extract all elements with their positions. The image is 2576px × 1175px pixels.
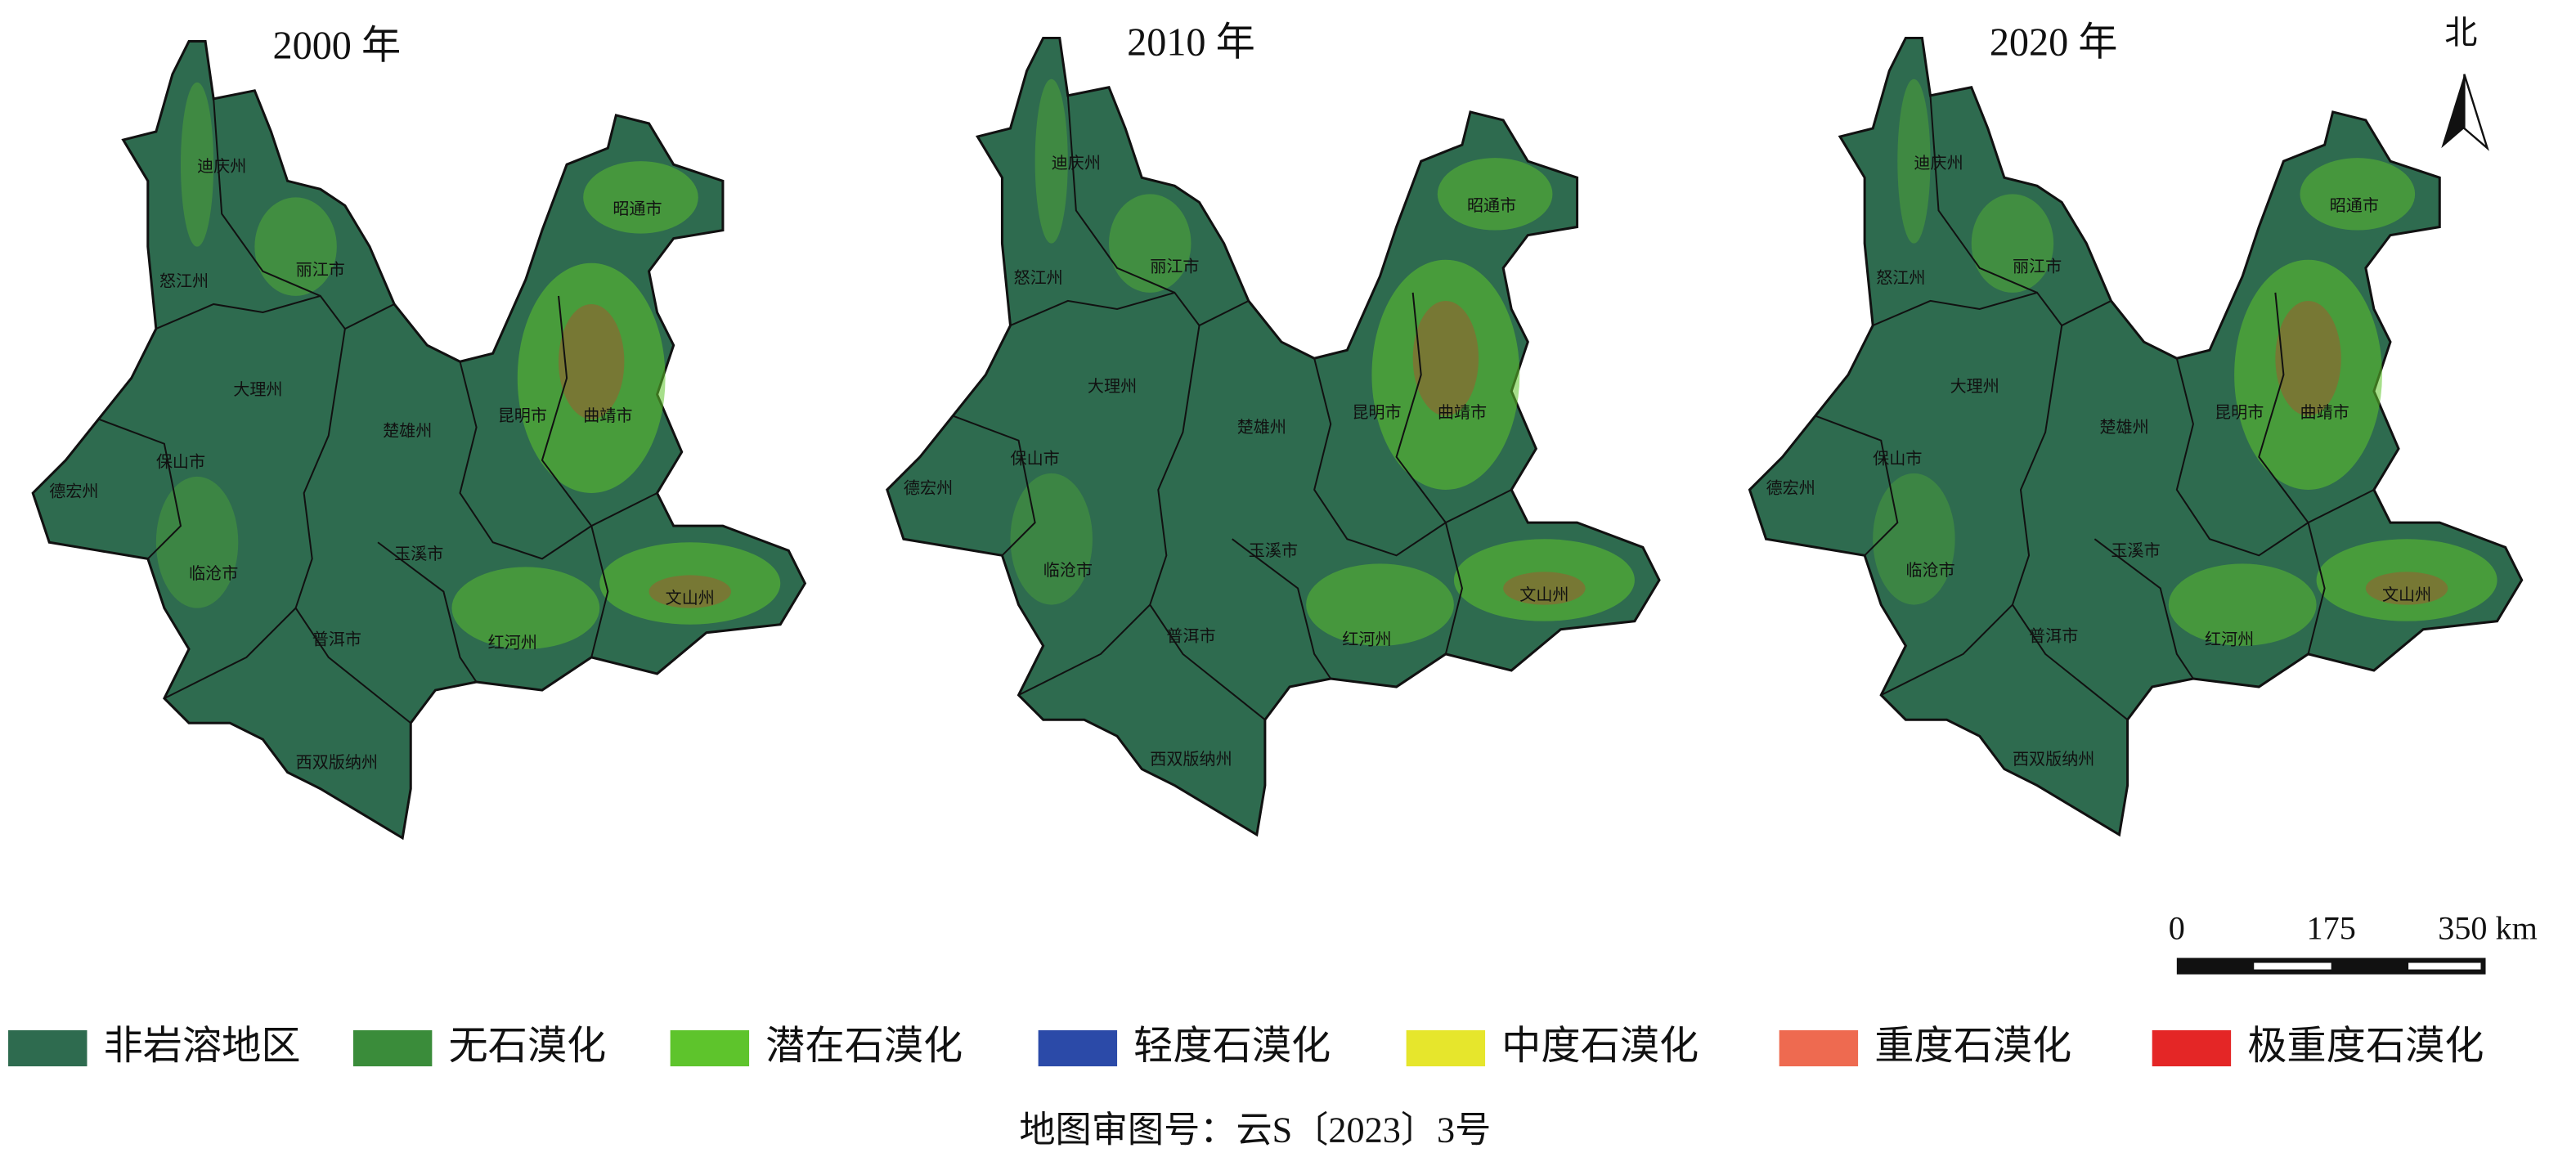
region-label: 红河州 — [488, 633, 537, 652]
legend-label: 非岩溶地区 — [104, 1025, 301, 1068]
region-label: 文山州 — [666, 589, 715, 608]
scale-bar-segment — [2408, 962, 2481, 970]
region-label: 昭通市 — [1467, 196, 1516, 215]
legend: 非岩溶地区 无石漠化 潜在石漠化 轻度石漠化 中度石漠化 重度石漠化 极重度石漠化 — [8, 1025, 2484, 1068]
region-label: 怒江州 — [159, 271, 209, 290]
region-label: 德宏州 — [1766, 479, 1815, 498]
legend-swatch — [352, 1029, 433, 1067]
region-label: 保山市 — [1873, 449, 1922, 468]
legend-label: 潜在石漠化 — [765, 1025, 963, 1068]
region-label: 德宏州 — [49, 482, 98, 501]
region-label: 玉溪市 — [1249, 541, 1298, 560]
legend-label: 极重度石漠化 — [2247, 1025, 2484, 1068]
region-label: 丽江市 — [1150, 257, 1199, 276]
legend-swatch — [1406, 1029, 1486, 1067]
north-label: 北 — [2444, 15, 2477, 52]
region-label: 迪庆州 — [1914, 154, 1963, 173]
region-label: 普洱市 — [312, 630, 361, 648]
region-label: 西双版纳州 — [296, 753, 378, 772]
region-label: 玉溪市 — [2111, 541, 2160, 560]
north-arrow-left — [2441, 74, 2465, 149]
region-label: 曲靖市 — [2300, 403, 2349, 422]
north-arrow-right — [2463, 74, 2489, 151]
region-label: 大理州 — [1088, 377, 1137, 396]
region-label: 玉溪市 — [394, 545, 443, 563]
scale-label: 350 km — [2438, 910, 2538, 947]
region-label: 迪庆州 — [1052, 154, 1101, 173]
legend-swatch — [1779, 1029, 1859, 1067]
legend-swatch — [1038, 1029, 1118, 1067]
legend-swatch — [8, 1029, 88, 1067]
map-title: 2020 年 — [1990, 21, 2118, 65]
scale-label: 175 — [2307, 910, 2356, 947]
region-label: 曲靖市 — [583, 406, 632, 425]
scale-label: 0 — [2169, 910, 2185, 947]
region-label: 大理州 — [233, 380, 282, 399]
region-label: 西双版纳州 — [1150, 750, 1232, 769]
region-label: 昆明市 — [2215, 403, 2264, 422]
region-label: 丽江市 — [2013, 257, 2062, 276]
scale-bar: 0 175 350 km — [2169, 910, 2538, 975]
legend-label: 重度石漠化 — [1874, 1025, 2071, 1068]
region-label: 丽江市 — [296, 260, 345, 279]
region-label: 怒江州 — [1014, 268, 1063, 287]
region-label: 普洱市 — [1166, 626, 1215, 645]
legend-swatch — [2152, 1029, 2232, 1067]
region-label: 大理州 — [1950, 377, 1999, 396]
region-label: 怒江州 — [1876, 268, 1925, 287]
map-title: 2010 年 — [1127, 21, 1255, 65]
region-label: 迪庆州 — [197, 157, 246, 176]
region-label: 保山市 — [1011, 449, 1060, 468]
region-label: 红河州 — [2205, 630, 2254, 648]
region-label: 楚雄州 — [1237, 418, 1286, 437]
region-label: 昭通市 — [2330, 196, 2379, 215]
legend-swatch — [670, 1029, 750, 1067]
north-arrow: 北 — [2441, 15, 2489, 151]
region-label: 临沧市 — [1043, 561, 1093, 580]
region-label: 文山州 — [2382, 585, 2431, 604]
legend-label: 中度石漠化 — [1501, 1025, 1699, 1068]
region-label: 德宏州 — [904, 479, 953, 498]
region-label: 红河州 — [1342, 630, 1391, 648]
region-label: 曲靖市 — [1438, 403, 1487, 422]
footer: 地图审图号：云S〔2023〕3号 — [1019, 1110, 1491, 1150]
region-label: 西双版纳州 — [2013, 750, 2094, 769]
region-label: 昭通市 — [613, 200, 662, 218]
region-label: 普洱市 — [2029, 626, 2078, 645]
region-label: 临沧市 — [189, 564, 238, 583]
scale-bar-segment — [2254, 962, 2331, 970]
region-label: 文山州 — [1519, 585, 1568, 604]
map-title: 2000 年 — [272, 25, 401, 68]
region-label: 楚雄州 — [383, 421, 432, 440]
legend-label: 无石漠化 — [448, 1025, 606, 1068]
legend-label: 轻度石漠化 — [1133, 1025, 1331, 1068]
region-label: 楚雄州 — [2099, 418, 2148, 437]
region-label: 昆明市 — [498, 406, 547, 425]
region-label: 保山市 — [156, 452, 205, 471]
region-label: 临沧市 — [1905, 561, 1954, 580]
region-label: 昆明市 — [1352, 403, 1401, 422]
